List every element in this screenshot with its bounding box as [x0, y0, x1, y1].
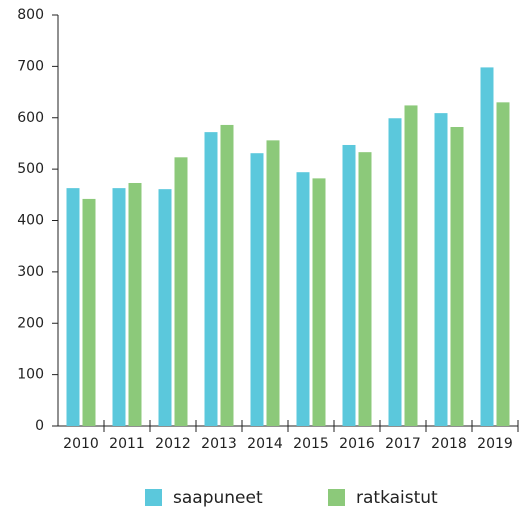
y-tick-label: 200: [17, 315, 44, 331]
x-tick-label: 2010: [63, 436, 99, 452]
y-tick-label: 700: [17, 58, 44, 74]
x-tick-label: 2015: [293, 436, 329, 452]
bar: [174, 157, 188, 426]
bar: [342, 144, 356, 426]
y-tick-label: 500: [17, 161, 44, 177]
bar: [128, 182, 142, 426]
bar: [66, 188, 80, 426]
x-tick-label: 2012: [155, 436, 191, 452]
bar: [296, 172, 310, 426]
y-tick-label: 300: [17, 264, 44, 280]
bar: [204, 132, 218, 426]
bar: [388, 118, 402, 427]
x-tick-label: 2019: [477, 436, 513, 452]
bar: [82, 198, 96, 426]
bar: [450, 126, 464, 426]
bar: [312, 178, 326, 426]
bar: [480, 67, 494, 426]
x-tick-label: 2014: [247, 436, 283, 452]
legend-label: ratkaistut: [356, 488, 438, 508]
bar: [404, 105, 418, 427]
bar: [158, 189, 172, 426]
bar: [496, 102, 510, 427]
bar: [220, 124, 234, 426]
y-tick-label: 0: [35, 418, 44, 434]
legend-label: saapuneet: [173, 488, 263, 508]
x-tick-label: 2011: [109, 436, 145, 452]
legend-swatch: [328, 489, 345, 506]
bar: [434, 113, 448, 426]
y-tick-label: 800: [17, 7, 44, 23]
bar: [112, 188, 126, 426]
x-tick-label: 2017: [385, 436, 421, 452]
x-tick-label: 2013: [201, 436, 237, 452]
bar: [266, 140, 280, 427]
x-tick-label: 2018: [431, 436, 467, 452]
y-tick-label: 600: [17, 110, 44, 126]
y-tick-label: 400: [17, 213, 44, 229]
bar: [250, 153, 264, 427]
x-tick-label: 2016: [339, 436, 375, 452]
y-tick-label: 100: [17, 367, 44, 383]
bar: [358, 152, 372, 426]
legend-swatch: [145, 489, 162, 506]
